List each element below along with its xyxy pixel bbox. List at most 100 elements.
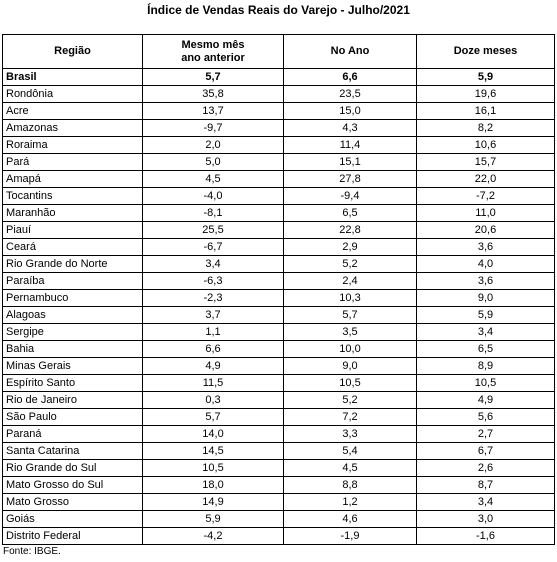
value-cell: 14,0 bbox=[142, 425, 284, 443]
value-cell: 3,6 bbox=[416, 272, 555, 290]
value-cell: 8,9 bbox=[416, 357, 555, 375]
table-row: Roraima 2,0 11,4 10,6 bbox=[2, 136, 555, 154]
value-cell: 22,8 bbox=[283, 221, 417, 239]
value-cell: 5,9 bbox=[416, 306, 555, 324]
column-header: Doze meses bbox=[416, 34, 555, 69]
value-cell: 10,0 bbox=[283, 340, 417, 358]
region-cell: Pernambuco bbox=[2, 289, 143, 307]
region-cell: Alagoas bbox=[2, 306, 143, 324]
table-row: Rondônia 35,8 23,5 19,6 bbox=[2, 85, 555, 103]
value-cell: 6,6 bbox=[142, 340, 284, 358]
region-cell: Goiás bbox=[2, 510, 143, 528]
value-cell: 4,0 bbox=[416, 255, 555, 273]
region-cell: Espírito Santo bbox=[2, 374, 143, 392]
value-cell: 3,0 bbox=[416, 510, 555, 528]
value-cell: 9,0 bbox=[283, 357, 417, 375]
column-header: No Ano bbox=[283, 34, 417, 69]
region-cell: Mato Grosso do Sul bbox=[2, 476, 143, 494]
region-cell: Rio de Janeiro bbox=[2, 391, 143, 409]
table-row: Pará 5,0 15,1 15,7 bbox=[2, 153, 555, 171]
value-cell: 4,3 bbox=[283, 119, 417, 137]
sales-table: Região Mesmo mês ano anterior No Ano Doze m… bbox=[2, 34, 555, 545]
title: Índice de Vendas Reais do Varejo - Julho… bbox=[147, 3, 410, 17]
region-cell: Brasil bbox=[2, 68, 143, 86]
value-cell: 5,7 bbox=[142, 68, 284, 86]
region-cell: Paraná bbox=[2, 425, 143, 443]
region-cell: Rio Grande do Sul bbox=[2, 459, 143, 477]
table-row: Amapá 4,5 27,8 22,0 bbox=[2, 170, 555, 188]
value-cell: 3,5 bbox=[283, 323, 417, 341]
value-cell: 5,0 bbox=[142, 153, 284, 171]
value-cell: 4,6 bbox=[283, 510, 417, 528]
value-cell: 1,2 bbox=[283, 493, 417, 511]
value-cell: 2,4 bbox=[283, 272, 417, 290]
value-cell: 23,5 bbox=[283, 85, 417, 103]
table-row: Minas Gerais 4,9 9,0 8,9 bbox=[2, 357, 555, 375]
value-cell: 35,8 bbox=[142, 85, 284, 103]
table-row: Espírito Santo 11,5 10,5 10,5 bbox=[2, 374, 555, 392]
table-row: Ceará -6,7 2,9 3,6 bbox=[2, 238, 555, 256]
table-row: Pernambuco -2,3 10,3 9,0 bbox=[2, 289, 555, 307]
value-cell: -9,7 bbox=[142, 119, 284, 137]
value-cell: 19,6 bbox=[416, 85, 555, 103]
value-cell: -8,1 bbox=[142, 204, 284, 222]
table-row: Rio Grande do Sul 10,5 4,5 2,6 bbox=[2, 459, 555, 477]
table-body: Brasil 5,7 6,6 5,9 Rondônia 35,8 23,5 19,6 Acre 1… bbox=[2, 68, 555, 545]
region-cell: Rio Grande do Norte bbox=[2, 255, 143, 273]
table-row: Santa Catarina 14,5 5,4 6,7 bbox=[2, 442, 555, 460]
table-row: Bahia 6,6 10,0 6,5 bbox=[2, 340, 555, 358]
value-cell: 2,7 bbox=[416, 425, 555, 443]
value-cell: -2,3 bbox=[142, 289, 284, 307]
value-cell: 5,9 bbox=[142, 510, 284, 528]
value-cell: 6,5 bbox=[283, 204, 417, 222]
region-cell: Ceará bbox=[2, 238, 143, 256]
value-cell: 6,5 bbox=[416, 340, 555, 358]
value-cell: 14,5 bbox=[142, 442, 284, 460]
region-cell: Pará bbox=[2, 153, 143, 171]
value-cell: -9,4 bbox=[283, 187, 417, 205]
region-cell: Acre bbox=[2, 102, 143, 120]
table-row: Paraíba -6,3 2,4 3,6 bbox=[2, 272, 555, 290]
value-cell: 5,2 bbox=[283, 255, 417, 273]
value-cell: 5,6 bbox=[416, 408, 555, 426]
table-row: Mato Grosso do Sul 18,0 8,8 8,7 bbox=[2, 476, 555, 494]
table-row: Piauí 25,5 22,8 20,6 bbox=[2, 221, 555, 239]
value-cell: 18,0 bbox=[142, 476, 284, 494]
value-cell: -1,9 bbox=[283, 527, 417, 545]
value-cell: 11,5 bbox=[142, 374, 284, 392]
table-row: Goiás 5,9 4,6 3,0 bbox=[2, 510, 555, 528]
table-row: Tocantins -4,0 -9,4 -7,2 bbox=[2, 187, 555, 205]
value-cell: -7,2 bbox=[416, 187, 555, 205]
value-cell: 5,7 bbox=[142, 408, 284, 426]
value-cell: 6,6 bbox=[283, 68, 417, 86]
value-cell: 10,5 bbox=[416, 374, 555, 392]
value-cell: 5,9 bbox=[416, 68, 555, 86]
value-cell: 5,4 bbox=[283, 442, 417, 460]
region-cell: Paraíba bbox=[2, 272, 143, 290]
value-cell: 15,0 bbox=[283, 102, 417, 120]
value-cell: 25,5 bbox=[142, 221, 284, 239]
value-cell: 4,9 bbox=[416, 391, 555, 409]
region-cell: Piauí bbox=[2, 221, 143, 239]
value-cell: -6,7 bbox=[142, 238, 284, 256]
value-cell: -4,0 bbox=[142, 187, 284, 205]
table-row: Paraná 14,0 3,3 2,7 bbox=[2, 425, 555, 443]
table-row: Distrito Federal -4,2 -1,9 -1,6 bbox=[2, 527, 555, 545]
region-cell: Amapá bbox=[2, 170, 143, 188]
value-cell: -1,6 bbox=[416, 527, 555, 545]
region-cell: Rondônia bbox=[2, 85, 143, 103]
value-cell: 15,7 bbox=[416, 153, 555, 171]
value-cell: 14,9 bbox=[142, 493, 284, 511]
value-cell: 16,1 bbox=[416, 102, 555, 120]
value-cell: 3,7 bbox=[142, 306, 284, 324]
region-cell: Amazonas bbox=[2, 119, 143, 137]
value-cell: 6,7 bbox=[416, 442, 555, 460]
value-cell: 4,9 bbox=[142, 357, 284, 375]
value-cell: 8,7 bbox=[416, 476, 555, 494]
value-cell: 10,3 bbox=[283, 289, 417, 307]
value-cell: 2,6 bbox=[416, 459, 555, 477]
value-cell: -6,3 bbox=[142, 272, 284, 290]
table-row: Rio de Janeiro 0,3 5,2 4,9 bbox=[2, 391, 555, 409]
table-row: Alagoas 3,7 5,7 5,9 bbox=[2, 306, 555, 324]
